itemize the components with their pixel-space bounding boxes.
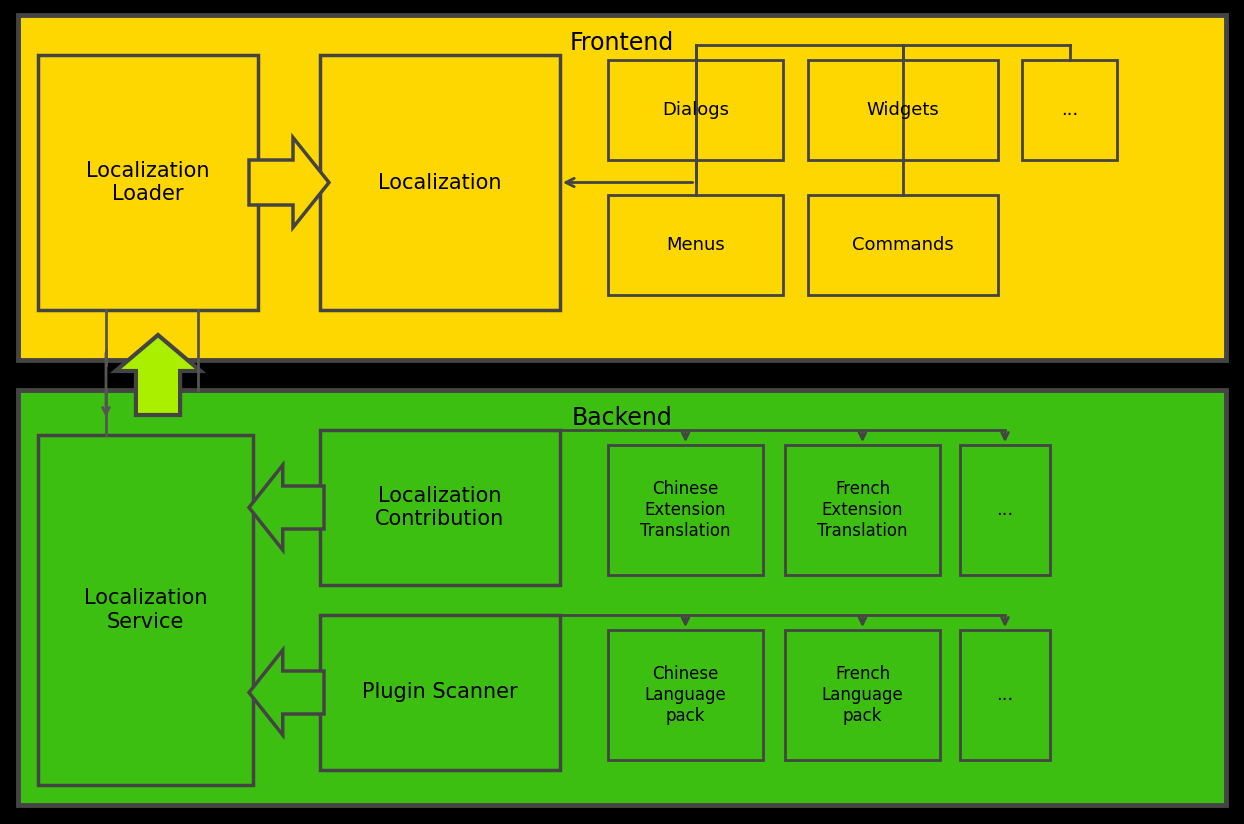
Text: French
Extension
Translation: French Extension Translation	[817, 480, 908, 540]
Text: Widgets: Widgets	[867, 101, 939, 119]
Bar	[809, 195, 998, 295]
Bar	[608, 60, 782, 160]
Bar	[809, 60, 998, 160]
Text: Localization: Localization	[378, 172, 501, 193]
Text: French
Language
pack: French Language pack	[821, 665, 903, 725]
Bar	[608, 195, 782, 295]
Bar	[39, 55, 258, 310]
Bar	[17, 15, 1227, 360]
Polygon shape	[249, 465, 323, 550]
Bar	[785, 445, 940, 575]
Text: ...: ...	[1061, 101, 1079, 119]
Text: ...: ...	[996, 501, 1014, 519]
Bar	[320, 55, 560, 310]
Bar	[39, 435, 253, 785]
Bar	[17, 390, 1227, 805]
Text: Menus: Menus	[666, 236, 725, 254]
Text: Plugin Scanner: Plugin Scanner	[362, 682, 518, 703]
Text: Chinese
Extension
Translation: Chinese Extension Translation	[641, 480, 730, 540]
Bar	[785, 630, 940, 760]
Bar	[960, 630, 1050, 760]
Bar	[608, 445, 763, 575]
Bar	[608, 630, 763, 760]
Text: Backend: Backend	[572, 406, 672, 430]
Text: ...: ...	[996, 686, 1014, 704]
Bar	[960, 445, 1050, 575]
Text: Frontend: Frontend	[570, 31, 674, 55]
Polygon shape	[249, 138, 328, 227]
Text: Chinese
Language
pack: Chinese Language pack	[644, 665, 726, 725]
Bar	[1023, 60, 1117, 160]
Text: Localization
Contribution: Localization Contribution	[376, 486, 505, 529]
Text: Localization
Service: Localization Service	[83, 588, 208, 632]
Polygon shape	[116, 335, 200, 415]
Bar	[320, 430, 560, 585]
Polygon shape	[249, 650, 323, 735]
Text: Dialogs: Dialogs	[662, 101, 729, 119]
Text: Localization
Loader: Localization Loader	[86, 161, 210, 204]
Bar	[320, 615, 560, 770]
Text: Commands: Commands	[852, 236, 954, 254]
